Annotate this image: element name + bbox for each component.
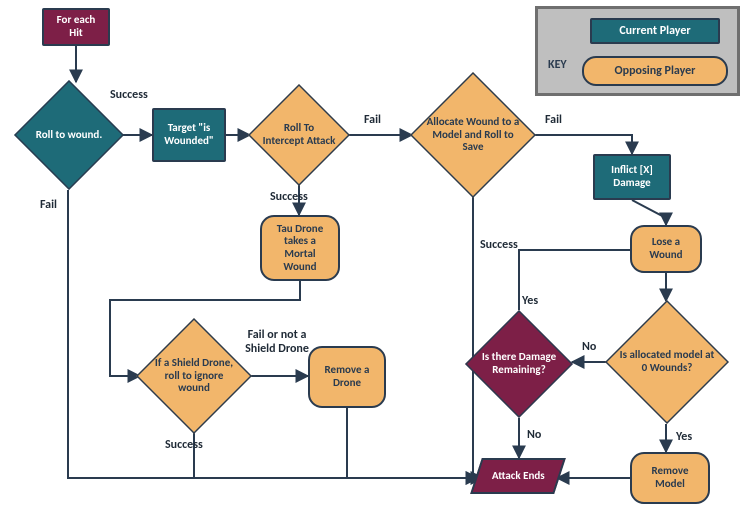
- edge-label-2: Fail: [40, 198, 57, 212]
- edge-label-1: Success: [110, 88, 148, 102]
- node-allocate: Allocate Wound to a Model and Roll to Sa…: [410, 72, 536, 198]
- edge-label-7: Success: [480, 238, 518, 252]
- node-at_zero: Is allocated model at 0 Wounds?: [605, 300, 729, 424]
- node-attack_ends: Attack Ends: [470, 458, 566, 494]
- node-target: Target "is Wounded": [152, 108, 226, 162]
- edge-17: [347, 408, 478, 478]
- node-shield-label: If a Shield Drone, roll to ignore wound: [142, 357, 246, 395]
- edge-label-6: Fail: [545, 113, 562, 127]
- node-remove_model: Remove Model: [630, 452, 710, 504]
- legend-title: KEY: [548, 58, 567, 72]
- node-intercept-label: Roll To Intercept Attack: [254, 122, 344, 147]
- edge-label-5: Success: [270, 190, 308, 204]
- node-lose: Lose a Wound: [630, 225, 702, 273]
- legend-item-0: Current Player: [590, 18, 720, 44]
- edge-label-10: No: [582, 340, 596, 354]
- legend-item-1: Opposing Player: [582, 56, 728, 86]
- edge-label-11: Yes: [676, 430, 692, 444]
- node-mortal: Tau Drone takes a Mortal Wound: [260, 215, 340, 281]
- node-at_zero-label: Is allocated model at 0 Wounds?: [611, 349, 723, 374]
- edge-18: [194, 432, 478, 478]
- node-attack_ends-label: Attack Ends: [492, 470, 545, 483]
- node-dmg_remain: Is there Damage Remaining?: [465, 310, 573, 418]
- edge-label-4: Fail: [364, 113, 381, 127]
- node-inflict: Inflict [X] Damage: [593, 154, 671, 200]
- node-rollwound-label: Roll to wound.: [28, 129, 111, 142]
- node-start: For each Hit: [42, 8, 110, 46]
- flowchart-canvas: { "type": "flowchart", "canvas": { "w": …: [0, 0, 750, 523]
- node-allocate-label: Allocate Wound to a Model and Roll to Sa…: [416, 116, 530, 154]
- node-dmg_remain-label: Is there Damage Remaining?: [471, 351, 567, 376]
- edge-label-extra-0: Fail or not a Shield Drone: [242, 328, 312, 356]
- node-intercept: Roll To Intercept Attack: [248, 84, 350, 186]
- edge-label-13: Yes: [522, 294, 538, 308]
- node-remove_drone: Remove a Drone: [308, 346, 386, 408]
- edge-6: [534, 135, 632, 154]
- node-rollwound: Roll to wound.: [14, 80, 124, 190]
- edge-label-14: No: [527, 428, 541, 442]
- edge-label-18: Success: [165, 438, 203, 452]
- edge-8: [632, 200, 666, 225]
- node-shield: If a Shield Drone, roll to ignore wound: [136, 318, 252, 434]
